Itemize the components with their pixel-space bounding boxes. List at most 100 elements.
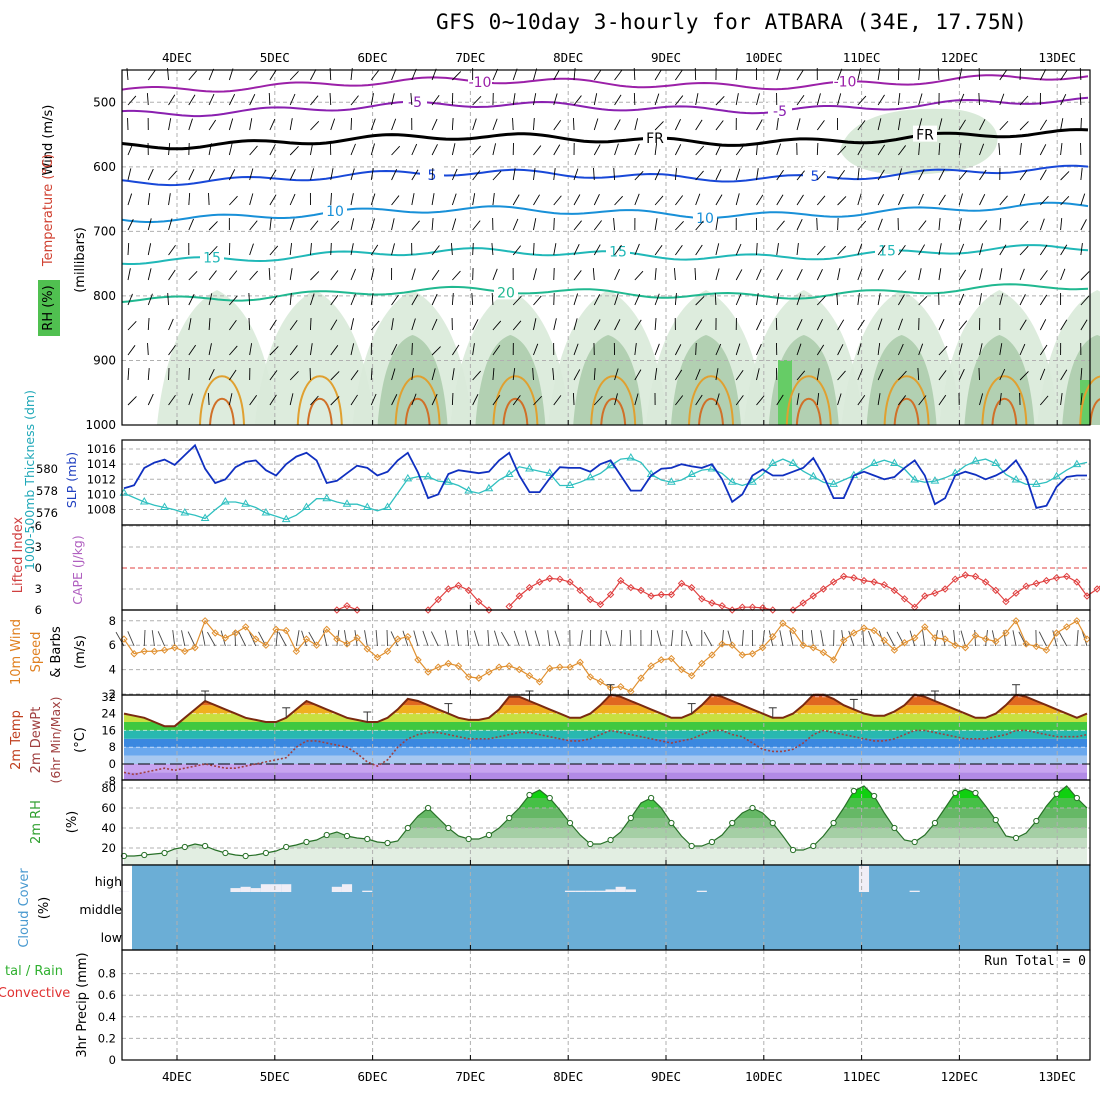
warm-contour: [688, 375, 734, 426]
wind-speed-marker: [525, 671, 534, 680]
rh-marker: [303, 838, 310, 846]
wind-barb: [411, 393, 417, 406]
warm-contour: [600, 397, 627, 426]
warm-contour: [590, 375, 637, 426]
isotherm-label: FR: [646, 131, 664, 147]
wind-speed-marker: [1022, 640, 1030, 648]
isotherm-contour: [121, 244, 1089, 265]
wind-barb: [897, 93, 901, 106]
temp-fill-group: [124, 694, 1087, 780]
wind-barb: [1080, 393, 1083, 406]
wind-barb: [431, 269, 440, 281]
wind-barb: [472, 193, 476, 206]
wind-barb: [1039, 294, 1048, 306]
wind-barb: [1019, 220, 1029, 231]
rh-marker: [485, 831, 493, 839]
wind-barb: [634, 293, 641, 306]
surface-wind-barb: [275, 630, 279, 647]
wind-barb: [593, 319, 601, 331]
warm-contour: [502, 397, 529, 426]
wind-barb: [492, 118, 498, 131]
wind-barb: [370, 193, 376, 206]
cloud-high-bar: [615, 886, 626, 892]
li-tick-label: 6: [35, 603, 42, 617]
lifted-index-marker: [1093, 585, 1100, 593]
wind-barb: [269, 245, 279, 256]
wind-barb: [249, 270, 258, 281]
wind-barb: [330, 295, 339, 306]
wind-barb: [147, 317, 150, 331]
wind-speed-marker: [130, 650, 138, 658]
panel-precip-frame: [121, 949, 1091, 1061]
wind-barb: [512, 218, 519, 231]
wind-barb: [978, 367, 980, 381]
wind-barb: [289, 168, 296, 181]
surface-wind-barb: [1076, 630, 1079, 647]
axis-label-speed: Speed: [29, 632, 44, 673]
wind-barb: [999, 69, 1007, 81]
wind-barb: [694, 267, 697, 281]
wind-barb: [472, 170, 481, 181]
wind-barb: [958, 218, 962, 231]
thickness-marker: [808, 471, 818, 480]
wind-barb: [857, 193, 862, 206]
wind-barb: [573, 293, 579, 306]
wind-barb: [491, 243, 494, 256]
wind-barb: [1019, 371, 1029, 381]
rh-band: [124, 848, 1087, 865]
lifted-index-marker: [718, 602, 726, 610]
wind-barb: [370, 218, 375, 231]
wind-barb: [593, 294, 601, 306]
wind-barb: [208, 343, 212, 356]
wind-barb: [857, 220, 867, 231]
surface-wind-barb: [127, 631, 135, 647]
day-label-top: 11DEC: [843, 50, 881, 65]
wind-barb: [472, 242, 474, 256]
lifted-index-marker: [566, 578, 574, 586]
contour-label-bg: [494, 283, 518, 300]
rh-shading-mid: [866, 335, 937, 425]
wind-barb: [1039, 144, 1047, 156]
panel-slp-frame: [121, 439, 1091, 526]
pressure-tick-label: 900: [93, 353, 116, 367]
wind-barb: [1019, 343, 1026, 356]
temp-band: [124, 713, 1087, 722]
wind-barb: [756, 93, 760, 106]
wind-speed-marker: [343, 640, 351, 648]
contour-label-bg: [875, 241, 899, 258]
wind-barb: [674, 118, 681, 131]
wind-speed-marker: [495, 663, 503, 671]
wind-barb: [897, 318, 903, 331]
lifted-index-marker: [860, 576, 868, 585]
axis-label-rh-unit: (%): [65, 811, 80, 834]
wind-barb: [776, 143, 782, 156]
wind-barb: [451, 193, 457, 206]
wind-barb: [310, 271, 320, 281]
surface-wind-barb: [670, 630, 674, 647]
wind-barb: [999, 93, 1005, 106]
wind-barb: [674, 144, 682, 156]
contour-label-bg: [803, 166, 827, 183]
wind-barb: [877, 318, 883, 331]
wind-barb: [289, 93, 296, 106]
wind-barb: [370, 293, 374, 306]
wind-barb: [837, 145, 847, 156]
wind-barb: [979, 393, 984, 406]
wind-barb: [756, 343, 762, 356]
isotherm-label: 20: [497, 285, 515, 301]
day-label-top: 9DEC: [651, 50, 681, 65]
rh-shading-mid: [377, 335, 448, 425]
wind-barb: [1019, 319, 1027, 331]
lifted-index-marker: [485, 606, 493, 614]
dewpoint-line: [123, 729, 1088, 776]
rh-shading-mid: [671, 335, 741, 425]
thickness-marker: [991, 458, 1001, 466]
wind-barb: [168, 193, 171, 206]
warm-contour: [785, 375, 832, 426]
wind-barb: [776, 220, 785, 231]
rh-marker: [668, 819, 675, 827]
wind-barb: [431, 118, 438, 131]
wind-speed-marker: [748, 650, 757, 658]
wind-barb: [735, 93, 739, 106]
wind-barb: [188, 192, 191, 206]
